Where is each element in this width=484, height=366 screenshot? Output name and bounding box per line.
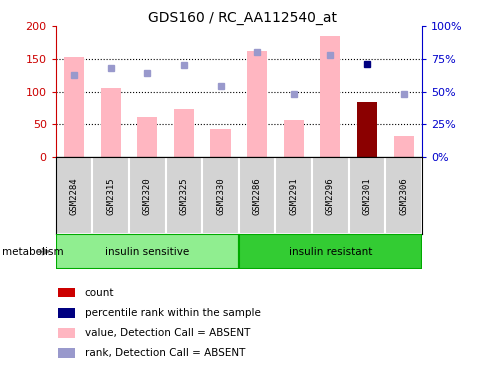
Text: value, Detection Call = ABSENT: value, Detection Call = ABSENT bbox=[84, 328, 249, 338]
Bar bbox=[275, 157, 312, 234]
Text: metabolism: metabolism bbox=[2, 247, 64, 257]
Bar bbox=[283, 120, 303, 157]
Bar bbox=[173, 109, 194, 157]
Bar bbox=[58, 288, 75, 298]
Bar bbox=[58, 328, 75, 338]
Text: GSM2330: GSM2330 bbox=[215, 177, 225, 214]
Text: GSM2291: GSM2291 bbox=[288, 177, 298, 214]
Text: GSM2306: GSM2306 bbox=[398, 177, 408, 214]
Bar bbox=[58, 308, 75, 318]
Text: percentile rank within the sample: percentile rank within the sample bbox=[84, 308, 260, 318]
Bar bbox=[384, 157, 421, 234]
Text: GSM2325: GSM2325 bbox=[179, 177, 188, 214]
Bar bbox=[239, 157, 275, 234]
Bar bbox=[56, 234, 239, 269]
Bar bbox=[246, 51, 267, 157]
Bar bbox=[202, 157, 239, 234]
Bar bbox=[210, 129, 230, 157]
Bar bbox=[100, 88, 121, 157]
Bar bbox=[166, 157, 202, 234]
Text: count: count bbox=[84, 288, 114, 298]
Text: GSM2320: GSM2320 bbox=[142, 177, 151, 214]
Bar bbox=[393, 136, 413, 157]
Bar bbox=[56, 157, 92, 234]
Text: GSM2315: GSM2315 bbox=[106, 177, 115, 214]
Bar bbox=[129, 157, 166, 234]
Text: GSM2286: GSM2286 bbox=[252, 177, 261, 214]
Text: GSM2296: GSM2296 bbox=[325, 177, 334, 214]
Bar bbox=[312, 157, 348, 234]
Bar bbox=[92, 157, 129, 234]
Text: GSM2284: GSM2284 bbox=[69, 177, 78, 214]
Text: insulin resistant: insulin resistant bbox=[288, 247, 371, 257]
Bar bbox=[58, 348, 75, 358]
Bar bbox=[64, 57, 84, 157]
Text: GSM2301: GSM2301 bbox=[362, 177, 371, 214]
Bar bbox=[239, 234, 421, 269]
Bar bbox=[348, 157, 385, 234]
Text: insulin sensitive: insulin sensitive bbox=[105, 247, 189, 257]
Bar bbox=[137, 116, 157, 157]
Bar bbox=[319, 36, 340, 157]
Text: GDS160 / RC_AA112540_at: GDS160 / RC_AA112540_at bbox=[148, 11, 336, 25]
Text: rank, Detection Call = ABSENT: rank, Detection Call = ABSENT bbox=[84, 348, 244, 358]
Bar bbox=[356, 102, 377, 157]
